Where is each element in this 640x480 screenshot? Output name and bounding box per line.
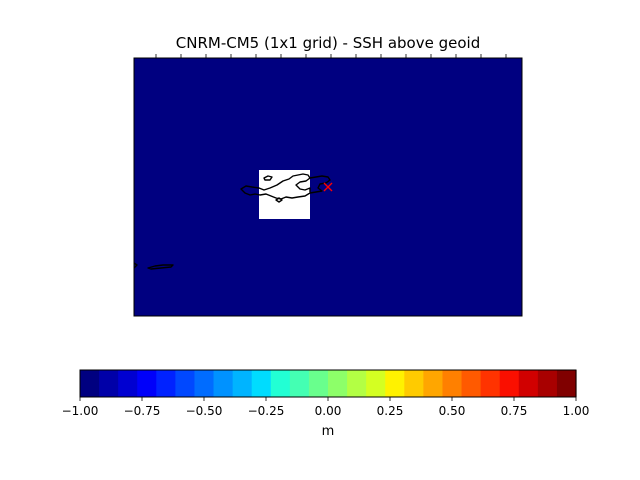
colorbar-segment (499, 370, 520, 397)
location-marker (323, 182, 333, 192)
colorbar-tick-label: 1.00 (562, 404, 590, 418)
colorbar-segment (366, 370, 386, 397)
map-tick-marks (155, 54, 507, 58)
colorbar-tick-label: 0.00 (314, 404, 342, 418)
colorbar-segment (99, 370, 119, 397)
colorbar-segment (404, 370, 424, 397)
colorbar-segment (423, 370, 444, 397)
colorbar-segment (556, 370, 577, 397)
colorbar-segment (289, 370, 310, 397)
colorbar-segment (442, 370, 463, 397)
colorbar-segments (80, 370, 577, 397)
colorbar-ticks (79, 397, 577, 401)
colorbar-segment (156, 370, 176, 397)
colorbar-segment (347, 370, 367, 397)
colorbar-segment (213, 370, 234, 397)
colorbar-segment (270, 370, 291, 397)
colorbar-segment (537, 370, 558, 397)
colorbar-segment (194, 370, 215, 397)
colorbar-segment (175, 370, 196, 397)
colorbar-tick-label: 0.50 (438, 404, 466, 418)
map-frame (133, 57, 523, 317)
colorbar-segment (461, 370, 482, 397)
colorbar-segment (328, 370, 348, 397)
colorbar-segment (480, 370, 501, 397)
colorbar-segment (251, 370, 272, 397)
colorbar-segment (80, 370, 100, 397)
colorbar-segment (518, 370, 539, 397)
colorbar-tick-label: −0.25 (247, 404, 285, 418)
colorbar-segment (232, 370, 253, 397)
chart-title: CNRM-CM5 (1x1 grid) - SSH above geoid (175, 34, 481, 52)
colorbar-tick-label: 0.75 (500, 404, 528, 418)
coastline (133, 173, 331, 270)
colorbar-segment (385, 370, 405, 397)
colorbar-unit-label: m (321, 424, 335, 439)
colorbar-tick-label: −1.00 (61, 404, 99, 418)
colorbar-segment (137, 370, 157, 397)
colorbar-tick-label: 0.25 (376, 404, 404, 418)
colorbar-tick-label: −0.50 (185, 404, 223, 418)
colorbar-segment (308, 370, 329, 397)
colorbar-tick-label: −0.75 (123, 404, 161, 418)
colorbar-segment (118, 370, 138, 397)
